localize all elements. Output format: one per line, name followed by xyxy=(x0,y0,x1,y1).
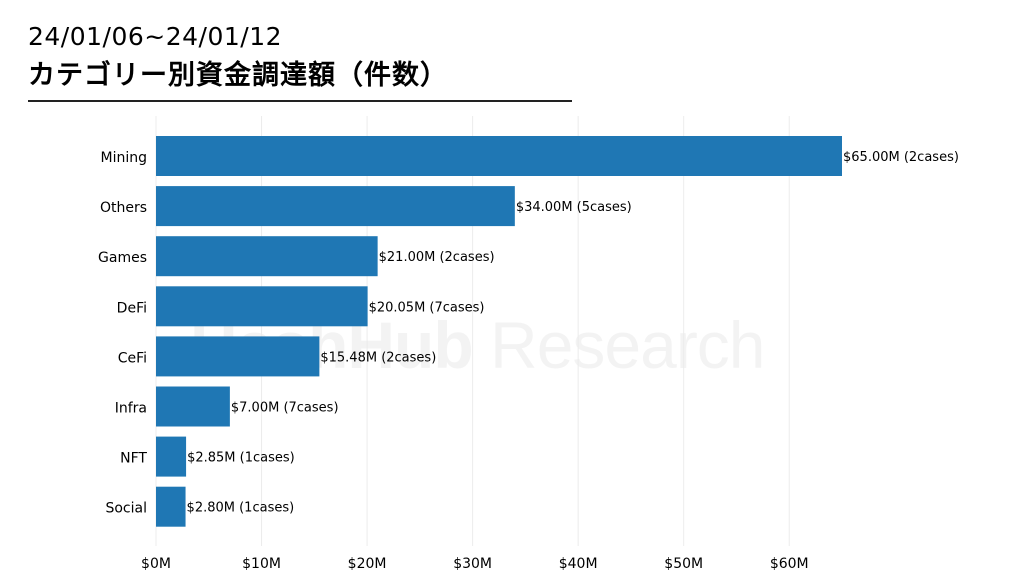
x-tick-label: $50M xyxy=(664,556,703,572)
bar xyxy=(156,336,320,377)
x-tick-label: $10M xyxy=(242,556,281,572)
y-tick-labels: Mining Others Games DeFi CeFi Infra NFT Social xyxy=(98,150,147,517)
y-tick-label: NFT xyxy=(120,451,147,467)
bar-value-label: $65.00M (2cases) xyxy=(843,150,959,165)
bars xyxy=(156,136,842,527)
y-tick-label: Others xyxy=(100,200,147,216)
bar xyxy=(156,236,378,277)
bar-value-label: $2.80M (1cases) xyxy=(187,501,295,516)
grid-lines xyxy=(155,116,790,546)
bar xyxy=(156,436,187,477)
y-tick-label: Social xyxy=(105,501,147,517)
x-tick-label: $20M xyxy=(348,556,387,572)
bar xyxy=(156,486,186,527)
x-tick-label: $30M xyxy=(453,556,492,572)
bar-value-label: $15.48M (2cases) xyxy=(320,350,436,365)
bar-value-label: $2.85M (1cases) xyxy=(187,451,295,466)
bar xyxy=(156,186,515,227)
bar xyxy=(156,386,230,427)
x-tick-label: $0M xyxy=(141,556,171,572)
bar xyxy=(156,136,842,176)
x-tick-label: $60M xyxy=(770,556,809,572)
x-tick-label: $40M xyxy=(559,556,598,572)
y-tick-label: Mining xyxy=(101,150,148,166)
y-tick-label: CeFi xyxy=(118,350,147,366)
date-range: 24/01/06~24/01/12 xyxy=(28,22,283,51)
y-tick-label: Infra xyxy=(115,401,147,417)
bar-value-label: $7.00M (7cases) xyxy=(231,401,339,416)
x-tick-labels: $0M $10M $20M $30M $40M $50M $60M xyxy=(141,556,809,572)
bar-value-label: $21.00M (2cases) xyxy=(379,250,495,265)
y-tick-label: Games xyxy=(98,250,147,266)
bar-value-label: $20.05M (7cases) xyxy=(369,300,485,315)
title-underline xyxy=(28,100,572,102)
bar-value-label: $34.00M (5cases) xyxy=(516,200,632,215)
data-labels: $65.00M (2cases) $34.00M (5cases) $21.00M … xyxy=(187,150,959,516)
watermark-suffix: Research xyxy=(490,308,765,382)
y-tick-label: DeFi xyxy=(117,300,147,316)
bar xyxy=(156,286,368,327)
chart-title: カテゴリー別資金調達額（件数） xyxy=(28,60,448,91)
